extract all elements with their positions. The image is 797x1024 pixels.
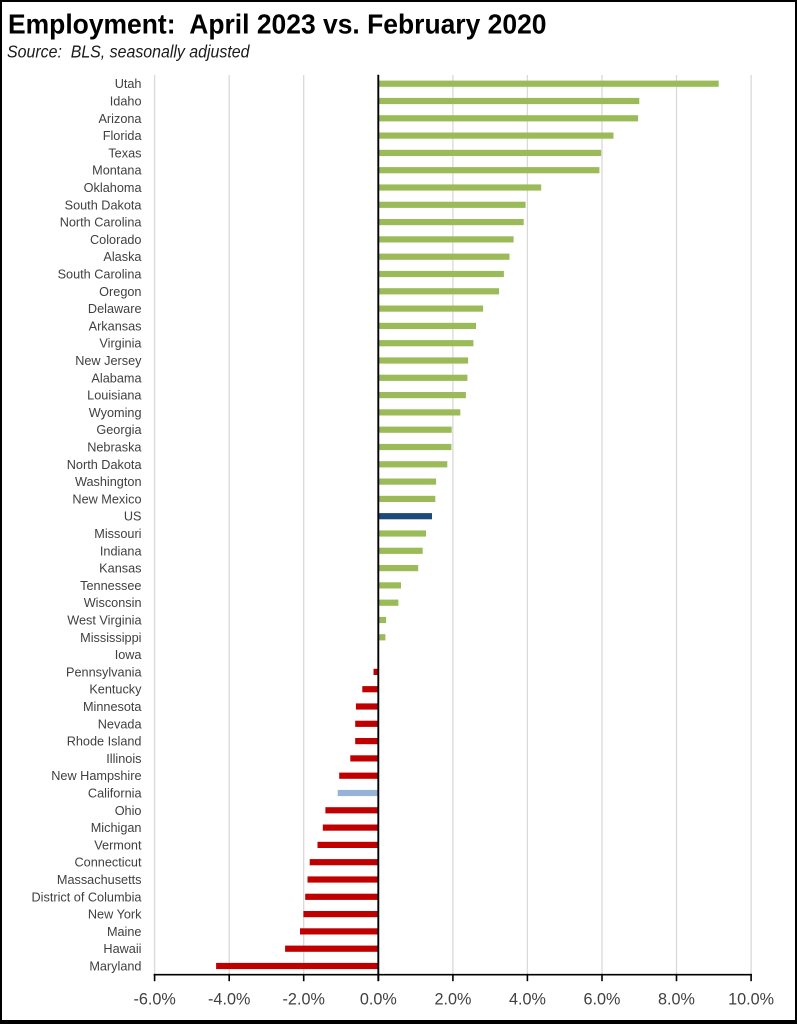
svg-text:Rhode Island: Rhode Island [67, 735, 142, 749]
svg-text:-2.0%: -2.0% [283, 991, 325, 1009]
svg-text:South Dakota: South Dakota [65, 198, 143, 212]
svg-text:North Carolina: North Carolina [60, 216, 143, 230]
svg-text:Hawaii: Hawaii [103, 942, 141, 956]
svg-text:Tennessee: Tennessee [80, 579, 141, 593]
svg-text:District of Columbia: District of Columbia [32, 890, 143, 904]
svg-text:California: California [88, 787, 143, 801]
svg-text:West Virginia: West Virginia [67, 614, 142, 628]
svg-text:Kansas: Kansas [99, 562, 141, 576]
svg-text:Maryland: Maryland [89, 960, 141, 974]
svg-text:Minnesota: Minnesota [83, 700, 142, 714]
svg-text:New York: New York [88, 908, 142, 922]
svg-text:New Hampshire: New Hampshire [51, 769, 141, 783]
svg-text:4.0%: 4.0% [509, 991, 546, 1009]
svg-text:Texas: Texas [108, 146, 141, 160]
svg-text:Florida: Florida [103, 129, 143, 143]
svg-text:8.0%: 8.0% [658, 991, 695, 1009]
svg-text:Louisiana: Louisiana [87, 389, 142, 403]
svg-text:Colorado: Colorado [90, 233, 142, 247]
svg-text:Indiana: Indiana [100, 544, 143, 558]
svg-text:Washington: Washington [75, 475, 142, 489]
svg-text:Georgia: Georgia [96, 423, 142, 437]
svg-text:Ohio: Ohio [115, 804, 142, 818]
svg-text:South Carolina: South Carolina [58, 268, 143, 282]
svg-text:Alabama: Alabama [91, 371, 142, 385]
svg-text:Kentucky: Kentucky [89, 683, 142, 697]
svg-text:Alaska: Alaska [103, 250, 142, 264]
svg-text:Mississippi: Mississippi [80, 631, 141, 645]
svg-text:Michigan: Michigan [91, 821, 142, 835]
svg-text:Missouri: Missouri [94, 527, 141, 541]
svg-text:Connecticut: Connecticut [75, 856, 142, 870]
svg-text:2.0%: 2.0% [434, 991, 471, 1009]
svg-text:10.0%: 10.0% [728, 991, 774, 1009]
svg-text:Vermont: Vermont [94, 838, 142, 852]
svg-text:-6.0%: -6.0% [133, 991, 175, 1009]
svg-text:Oklahoma: Oklahoma [84, 181, 143, 195]
svg-text:Delaware: Delaware [88, 302, 142, 316]
svg-text:Pennsylvania: Pennsylvania [66, 665, 142, 679]
svg-text:Idaho: Idaho [110, 95, 142, 109]
svg-text:Utah: Utah [115, 77, 142, 91]
svg-text:Source: BLS, seasonally adjus: Source: BLS, seasonally adjusted [7, 41, 251, 61]
svg-text:Maine: Maine [107, 925, 142, 939]
svg-text:Employment: April 2023 vs. Fe: Employment: April 2023 vs. February 2020 [8, 9, 547, 40]
svg-text:North Dakota: North Dakota [67, 458, 143, 472]
svg-text:Nebraska: Nebraska [87, 441, 142, 455]
svg-text:Arkansas: Arkansas [89, 319, 142, 333]
svg-text:Massachusetts: Massachusetts [57, 873, 142, 887]
svg-text:Oregon: Oregon [99, 285, 141, 299]
svg-text:Virginia: Virginia [99, 337, 142, 351]
svg-text:Wyoming: Wyoming [89, 406, 142, 420]
svg-text:New Mexico: New Mexico [72, 492, 141, 506]
svg-text:Wisconsin: Wisconsin [84, 596, 142, 610]
svg-text:6.0%: 6.0% [584, 991, 621, 1009]
svg-text:Iowa: Iowa [115, 648, 143, 662]
svg-text:Arizona: Arizona [98, 112, 142, 126]
svg-text:Illinois: Illinois [106, 752, 141, 766]
svg-text:-4.0%: -4.0% [208, 991, 250, 1009]
svg-text:Montana: Montana [92, 164, 142, 178]
svg-text:Nevada: Nevada [98, 717, 143, 731]
svg-text:US: US [124, 510, 142, 524]
svg-text:0.0%: 0.0% [360, 991, 397, 1009]
svg-text:New Jersey: New Jersey [75, 354, 142, 368]
